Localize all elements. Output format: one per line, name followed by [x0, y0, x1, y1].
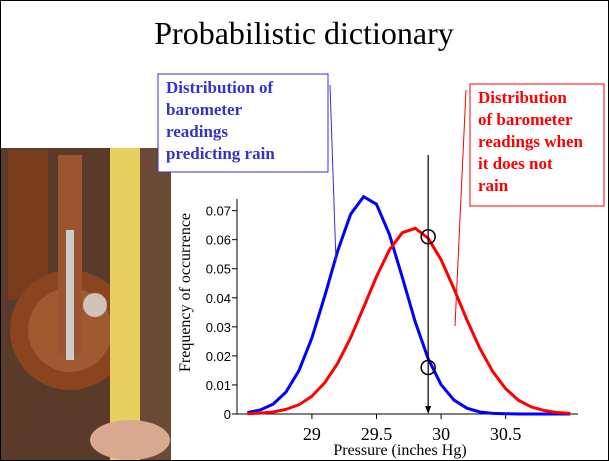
annotation-text: of barometer	[478, 110, 573, 129]
slide-title: Probabilistic dictionary	[154, 15, 454, 51]
annotation-text: barometer	[166, 100, 243, 119]
y-axis-label: Frequency of occurrence	[177, 213, 194, 372]
y-tick-label: 0.06	[206, 233, 231, 248]
y-tick-label: 0.04	[206, 291, 231, 306]
x-tick-label: 30	[432, 424, 450, 444]
annotation-text: readings	[166, 122, 228, 141]
annotation-text: predicting rain	[166, 144, 275, 163]
y-tick-label: 0.01	[206, 378, 231, 393]
y-tick-label: 0.07	[206, 204, 231, 219]
x-tick-label: 30.5	[490, 424, 522, 444]
x-axis-label: Pressure (inches Hg)	[333, 442, 466, 459]
y-tick-label: 0.02	[206, 349, 231, 364]
annotation-text: Distribution of	[166, 78, 274, 97]
annotation-text: rain	[478, 176, 509, 195]
barometer-photo	[1, 148, 171, 460]
y-tick-label: 0	[224, 407, 231, 422]
x-tick-label: 29	[303, 424, 321, 444]
x-tick-label: 29.5	[361, 424, 393, 444]
y-tick-label: 0.05	[206, 262, 231, 277]
annotation-text: Distribution	[478, 88, 567, 107]
annotation-text: it does not	[478, 154, 553, 173]
slide: Probabilistic dictionary 0 0.01 0.02 0.03 0.…	[0, 0, 609, 461]
y-tick-label: 0.03	[206, 320, 231, 335]
annotation-text: readings when	[478, 132, 584, 151]
